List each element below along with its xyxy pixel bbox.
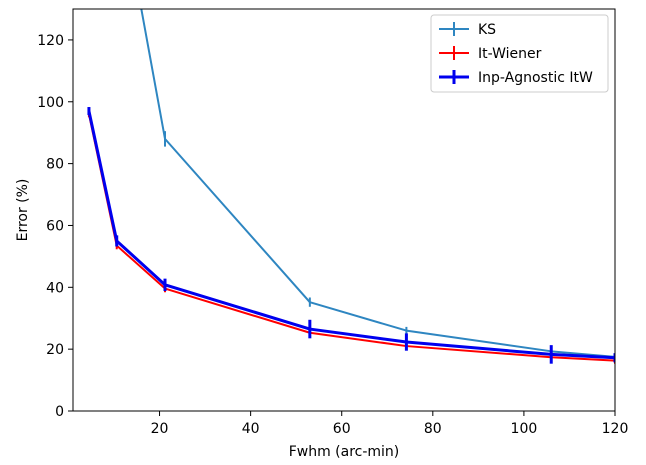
legend-item: KS	[439, 22, 496, 38]
y-tick-label: 0	[55, 404, 64, 420]
x-tick-label: 80	[424, 421, 442, 437]
plot-frame	[72, 8, 616, 412]
y-axis-label: Error (%)	[15, 179, 31, 242]
legend-label: It-Wiener	[478, 46, 542, 62]
x-tick-label: 20	[151, 421, 169, 437]
legend: KS It-Wiener Inp-Agnostic ItW	[430, 14, 609, 93]
series-ks	[140, 9, 615, 360]
y-tick-label: 40	[46, 280, 64, 296]
legend-label: Inp-Agnostic ItW	[478, 70, 593, 86]
y-tick-label: 20	[46, 342, 64, 358]
y-tick-label: 100	[37, 95, 64, 111]
series-inp-agnostic-itw	[87, 107, 615, 364]
x-tick-label: 120	[602, 421, 629, 437]
legend-item: It-Wiener	[439, 46, 542, 62]
x-tick-label: 40	[242, 421, 260, 437]
legend-item: Inp-Agnostic ItW	[439, 70, 593, 86]
series-line	[140, 9, 615, 358]
y-tick-label: 120	[37, 33, 64, 49]
y-tick-label: 60	[46, 218, 64, 234]
y-tick-label: 80	[46, 157, 64, 173]
legend-label: KS	[478, 22, 496, 38]
x-axis-label: Fwhm (arc-min)	[289, 444, 400, 460]
x-tick-label: 60	[333, 421, 351, 437]
x-tick-label: 100	[511, 421, 538, 437]
legend-frame	[430, 14, 609, 93]
